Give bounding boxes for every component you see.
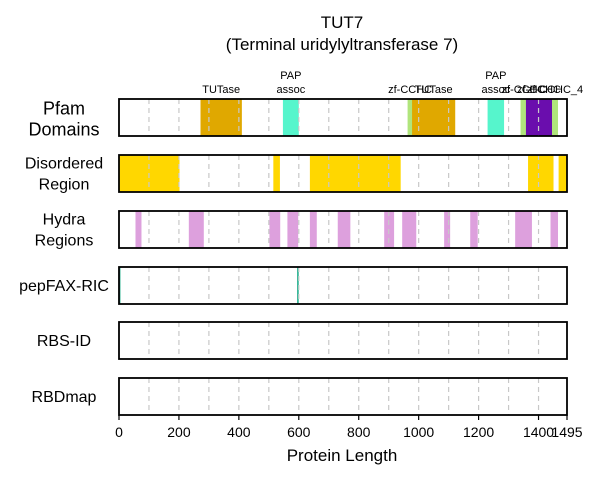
track-frame [118, 321, 568, 360]
track-row: Hydra Regions [35, 210, 568, 250]
track-segment [287, 211, 299, 248]
row-label: Hydra Regions [35, 212, 94, 250]
track-frame [118, 210, 568, 249]
track-segment [515, 211, 532, 248]
row-label: pepFAX-RIC [19, 278, 109, 295]
domain-label: TUTase [202, 84, 240, 96]
track-segment [269, 211, 281, 248]
track-frame [118, 154, 568, 193]
x-axis-title: Protein Length [287, 446, 398, 465]
domain-label: zf-CCHC [388, 84, 432, 96]
domain-label: PAP assoc [481, 70, 510, 96]
track-segment [135, 211, 142, 248]
x-tick-label: 600 [287, 424, 311, 440]
x-tick-label: 800 [347, 424, 371, 440]
row-label: Pfam Domains [28, 99, 99, 140]
track-segment [297, 267, 299, 304]
track-frame [118, 377, 568, 416]
track-segment [188, 211, 204, 248]
x-tick-label: 1495 [551, 424, 582, 440]
track-segment [558, 155, 567, 192]
track-row: pepFAX-RIC [19, 266, 568, 305]
track-segment [470, 211, 478, 248]
track-segment [528, 155, 554, 192]
track-frame [118, 266, 568, 305]
track-frame [118, 98, 568, 137]
track-background [119, 378, 567, 415]
x-tick-label: 200 [167, 424, 191, 440]
track-segment [402, 211, 417, 248]
track-segment [273, 155, 280, 192]
x-tick-label: 0 [115, 424, 123, 440]
track-row: RBS-ID [37, 321, 568, 360]
x-tick-label: 1000 [403, 424, 434, 440]
track-segment [444, 211, 451, 248]
domain-label: zf-CCHC [502, 84, 546, 96]
track-background [119, 322, 567, 359]
chart-subtitle: (Terminal uridylyltransferase 7) [226, 35, 458, 54]
row-label: RBS-ID [37, 333, 91, 350]
domain-label: PAP assoc [276, 70, 305, 96]
track-segment [552, 99, 559, 136]
track-segment [309, 211, 317, 248]
row-label: Disordered Region [25, 156, 103, 194]
track-row: Disordered Region [25, 154, 568, 194]
domain-label: zf-CCHC_4 [527, 84, 583, 96]
track-row: RBDmap [32, 377, 568, 416]
row-label: RBDmap [32, 389, 97, 406]
track-segment [200, 99, 242, 136]
track-background [119, 267, 567, 304]
track-segment [520, 99, 527, 136]
domain-label: TUTase [415, 84, 453, 96]
track-segment [407, 99, 413, 136]
x-tick-label: 400 [227, 424, 251, 440]
track-segment [550, 211, 559, 248]
chart-title: TUT7 [321, 13, 364, 32]
track-segment [487, 99, 505, 136]
track-segment [282, 99, 299, 136]
x-tick-label: 1200 [463, 424, 494, 440]
x-tick-label: 1400 [523, 424, 554, 440]
track-segment [337, 211, 351, 248]
track-segment [309, 155, 401, 192]
domain-label: zf-CCHC [517, 84, 561, 96]
